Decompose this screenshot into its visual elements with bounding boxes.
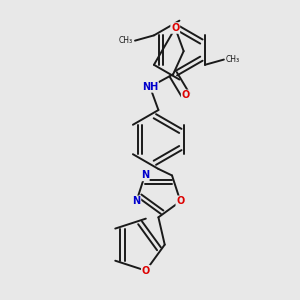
Text: O: O <box>182 90 190 100</box>
Text: CH₃: CH₃ <box>119 36 133 45</box>
Text: NH: NH <box>142 82 158 92</box>
Text: CH₃: CH₃ <box>226 55 240 64</box>
Text: O: O <box>171 23 179 33</box>
Text: N: N <box>141 170 149 181</box>
Text: O: O <box>176 196 184 206</box>
Text: N: N <box>132 196 140 206</box>
Text: O: O <box>142 266 150 276</box>
